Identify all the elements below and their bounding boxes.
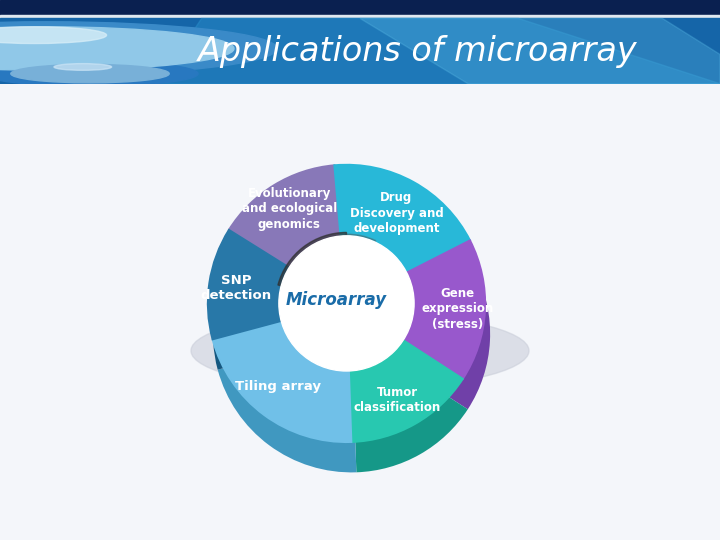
Circle shape	[54, 64, 112, 70]
Polygon shape	[158, 18, 720, 84]
Wedge shape	[208, 230, 289, 339]
Circle shape	[0, 61, 198, 86]
Wedge shape	[213, 260, 294, 370]
Wedge shape	[334, 165, 470, 273]
Circle shape	[279, 236, 414, 371]
Text: Tiling array: Tiling array	[235, 380, 321, 393]
Wedge shape	[348, 340, 463, 442]
Wedge shape	[229, 165, 341, 268]
Text: Applications of microarray: Applications of microarray	[198, 36, 637, 69]
Polygon shape	[360, 18, 720, 84]
Wedge shape	[408, 271, 490, 409]
Circle shape	[11, 64, 169, 83]
Bar	[0, 15, 720, 18]
Wedge shape	[278, 232, 346, 288]
Text: Microarray: Microarray	[286, 291, 387, 309]
Text: Evolutionary
and ecological
genomics: Evolutionary and ecological genomics	[242, 187, 337, 231]
Wedge shape	[403, 240, 485, 379]
Wedge shape	[212, 321, 351, 442]
Circle shape	[0, 22, 277, 75]
Text: SNP
detection: SNP detection	[200, 274, 271, 302]
Wedge shape	[346, 234, 376, 248]
Text: Drug
Discovery and
development: Drug Discovery and development	[350, 191, 444, 235]
Circle shape	[0, 27, 234, 70]
Text: Gene
expression
(stress): Gene expression (stress)	[422, 287, 494, 331]
Bar	[0, 18, 720, 84]
Text: Tumor
classification: Tumor classification	[354, 386, 441, 414]
Circle shape	[0, 27, 107, 44]
Wedge shape	[354, 370, 468, 472]
Wedge shape	[217, 352, 356, 472]
Bar	[0, 0, 720, 15]
Ellipse shape	[191, 313, 529, 389]
